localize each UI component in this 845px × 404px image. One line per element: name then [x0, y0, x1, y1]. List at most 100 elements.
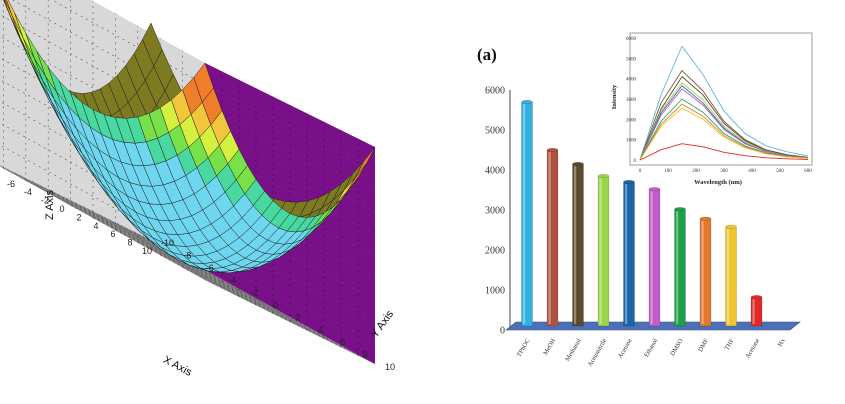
- inset-series-line: [639, 143, 809, 161]
- bar-cap: [521, 99, 533, 104]
- z-gridline: [0, 144, 376, 343]
- bar-category-label: Ethanol: [643, 337, 659, 358]
- floor-gridline: [48, 192, 219, 278]
- inset-x-tick-label: 600: [804, 169, 812, 174]
- bar-category-label: THF: [724, 337, 736, 351]
- bar-highlight: [701, 220, 704, 324]
- bar-cap: [699, 216, 712, 221]
- bar-highlight: [625, 184, 628, 324]
- inset-x-tick-label: 0: [639, 169, 642, 174]
- inset-y-tick-label: 1000: [626, 139, 637, 144]
- inset-x-label: Wavelength (nm): [694, 179, 742, 186]
- inset-x-tick-label: 500: [776, 169, 784, 174]
- bar-category-label: DMF: [697, 337, 710, 353]
- bar-highlight: [548, 152, 551, 324]
- z-gridline: [0, 14, 376, 213]
- x-tick-label: -4: [24, 187, 32, 197]
- inset-series-line: [639, 45, 809, 161]
- y-tick-label: 6: [340, 337, 345, 347]
- bar-highlight: [650, 191, 653, 324]
- y-tick-label: -6: [206, 263, 214, 273]
- bar-y-tick-label: 0: [500, 326, 505, 337]
- x-tick-label: 2: [76, 212, 81, 222]
- y-tick-label: 8: [363, 350, 368, 360]
- inset-y-tick-label: 3000: [626, 98, 637, 103]
- inset-y-label: Intensity: [611, 84, 618, 109]
- z-gridline: [0, 35, 376, 235]
- x-tick-label: 10: [142, 246, 152, 256]
- bar-y-tick-label: 5000: [485, 126, 505, 137]
- bar-category-label: Acetonitrile: [587, 337, 609, 367]
- inset-y-tick-label: 4000: [626, 78, 637, 83]
- bar-y-tick-label: 2000: [485, 246, 505, 257]
- x-tick-label: -6: [7, 179, 15, 189]
- floor-gridline: [70, 205, 241, 290]
- floor-gridline: [160, 254, 331, 340]
- z-gridline: [0, 122, 376, 321]
- bar-cap: [750, 295, 763, 300]
- panel-label: (a): [477, 45, 497, 64]
- bar-highlight: [574, 166, 577, 324]
- bar-cap: [725, 224, 737, 229]
- surface-mesh: [3, 0, 376, 274]
- y-tick-label: 2: [295, 312, 300, 322]
- bar-cap: [674, 207, 686, 212]
- surface-ticks: 020406080100120140160180200-10-8-6-4-202…: [7, 179, 395, 372]
- bar-highlight: [727, 228, 730, 324]
- z-gridline: [12, 0, 376, 191]
- bar-highlight: [523, 104, 526, 324]
- y-tick-label: 4: [318, 325, 323, 335]
- bar-y-tick-label: 6000: [485, 86, 505, 97]
- bar-highlight: [676, 211, 679, 324]
- y-tick-label: -10: [161, 238, 174, 248]
- inset-series-line: [639, 76, 809, 161]
- bar-cap: [623, 179, 635, 184]
- inset-y-tick-label: 6000: [626, 37, 637, 42]
- floor-gridline: [25, 180, 196, 266]
- x-tick-label: -2: [41, 196, 49, 206]
- bar-category-label: Methanol: [564, 337, 583, 362]
- y-tick-label: -4: [228, 275, 236, 285]
- floor-gridline: [3, 168, 174, 253]
- inset-y-tick-label: 2000: [626, 118, 637, 123]
- bar-category-labels: TPhOC MeOH Methanol Acetonitrile Acetone Etha…: [516, 337, 787, 368]
- inset-x-tick-label: 400: [748, 169, 756, 174]
- inset-line-chart: 0 100 200 300 400 500 600010002000300040005000…: [611, 32, 813, 186]
- bar-cap: [597, 173, 610, 178]
- surface-cell: [193, 62, 214, 103]
- bar-series: [521, 99, 763, 327]
- inset-series-line: [639, 107, 809, 161]
- inset-ticks: 0 100 200 300 400 500 600010002000300040005000…: [626, 37, 812, 174]
- bar-y-tick-label: 3000: [485, 206, 505, 217]
- y-tick-label: 0: [273, 300, 278, 310]
- y-tick-label: -8: [183, 250, 191, 260]
- bar-y-tick-label: 4000: [485, 166, 505, 177]
- bar-category-label: Hx: [777, 337, 787, 348]
- inset-x-tick-label: 300: [720, 169, 728, 174]
- x-tick-label: 4: [93, 221, 98, 231]
- inset-lines: [639, 45, 809, 161]
- x-tick-label: 8: [127, 238, 132, 248]
- bar-cap: [648, 187, 661, 192]
- bar-cap: [572, 161, 584, 166]
- inset-frame: [629, 32, 813, 166]
- bar-cap: [546, 147, 559, 152]
- z-gridline: [0, 101, 376, 300]
- inset-x-tick-label: 100: [664, 169, 672, 174]
- x-tick-label: 0: [59, 204, 64, 214]
- inset-series-line: [639, 88, 809, 161]
- bar-category-label: Acetone: [744, 337, 761, 359]
- bar-y-ticks: 0 1000 2000 3000 4000 5000 6000: [485, 86, 505, 337]
- bar-category-label: TPhOC: [516, 338, 532, 359]
- bar-highlight: [752, 299, 755, 324]
- floor-gridline: [137, 242, 308, 328]
- bar-category-label: Acetone: [617, 337, 634, 359]
- floor-gridline: [92, 217, 264, 303]
- inset-y-tick-label: 5000: [626, 57, 637, 62]
- y-tick-label: 10: [385, 362, 395, 372]
- y-tick-label: -2: [251, 288, 259, 298]
- floor-gridline: [182, 267, 353, 352]
- floor-gridline: [115, 230, 286, 315]
